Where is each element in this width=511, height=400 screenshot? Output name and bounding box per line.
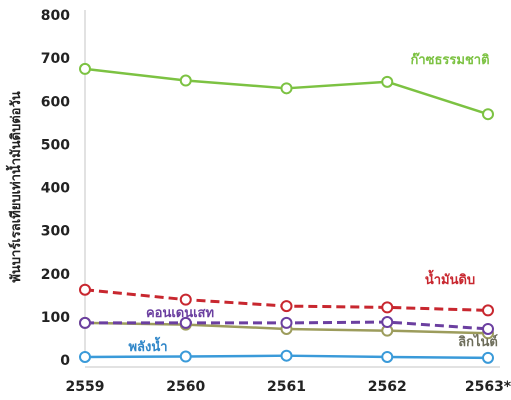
data-point <box>381 316 394 329</box>
y-tick-label: 500 <box>41 137 70 153</box>
y-tick-label: 200 <box>41 267 70 283</box>
data-point <box>381 350 394 363</box>
y-tick-label: 0 <box>60 353 70 369</box>
data-point <box>79 283 91 296</box>
data-point <box>179 293 192 306</box>
data-point <box>381 75 394 88</box>
y-tick-label: 700 <box>41 51 70 67</box>
data-point <box>79 62 91 75</box>
x-tick-labels: 2559 2560 2561 2562 2563* <box>66 379 511 395</box>
y-tick-label: 600 <box>41 94 70 110</box>
x-tick-label: 2559 <box>66 379 105 395</box>
series-points <box>79 62 494 364</box>
data-point <box>482 108 494 121</box>
y-tick-labels: 0 100 200 300 400 500 600 700 800 <box>41 8 70 369</box>
y-tick-label: 100 <box>41 310 70 326</box>
series-label: ก๊าซธรรมชาติ <box>410 53 489 68</box>
data-point <box>482 322 494 335</box>
data-point <box>79 350 91 363</box>
data-point <box>179 74 192 87</box>
series-label: ลิกไนต์ <box>458 333 498 350</box>
x-tick-label: 2561 <box>267 379 306 395</box>
series-label: คอนเดนเสท <box>146 306 214 321</box>
data-point <box>280 82 293 95</box>
y-tick-label: 300 <box>41 224 70 240</box>
data-point <box>482 304 494 317</box>
data-point <box>280 349 293 362</box>
y-tick-label: 400 <box>41 181 70 197</box>
series-label: พลังน้ำ <box>128 336 167 355</box>
data-point <box>482 351 494 364</box>
series-label: น้ำมันดิบ <box>425 269 475 288</box>
data-point <box>280 316 293 329</box>
data-point <box>179 350 192 363</box>
data-point <box>280 300 293 313</box>
x-tick-label: 2563* <box>465 379 511 395</box>
y-tick-label: 800 <box>41 8 70 24</box>
data-point <box>381 301 394 314</box>
x-tick-label: 2562 <box>368 379 407 395</box>
data-point <box>79 316 91 329</box>
data-point <box>179 316 192 329</box>
x-tick-label: 2560 <box>166 379 205 395</box>
y-axis-label: พันบาร์เรลเทียบเท่าน้ำมันดิบต่อวัน <box>5 91 24 282</box>
